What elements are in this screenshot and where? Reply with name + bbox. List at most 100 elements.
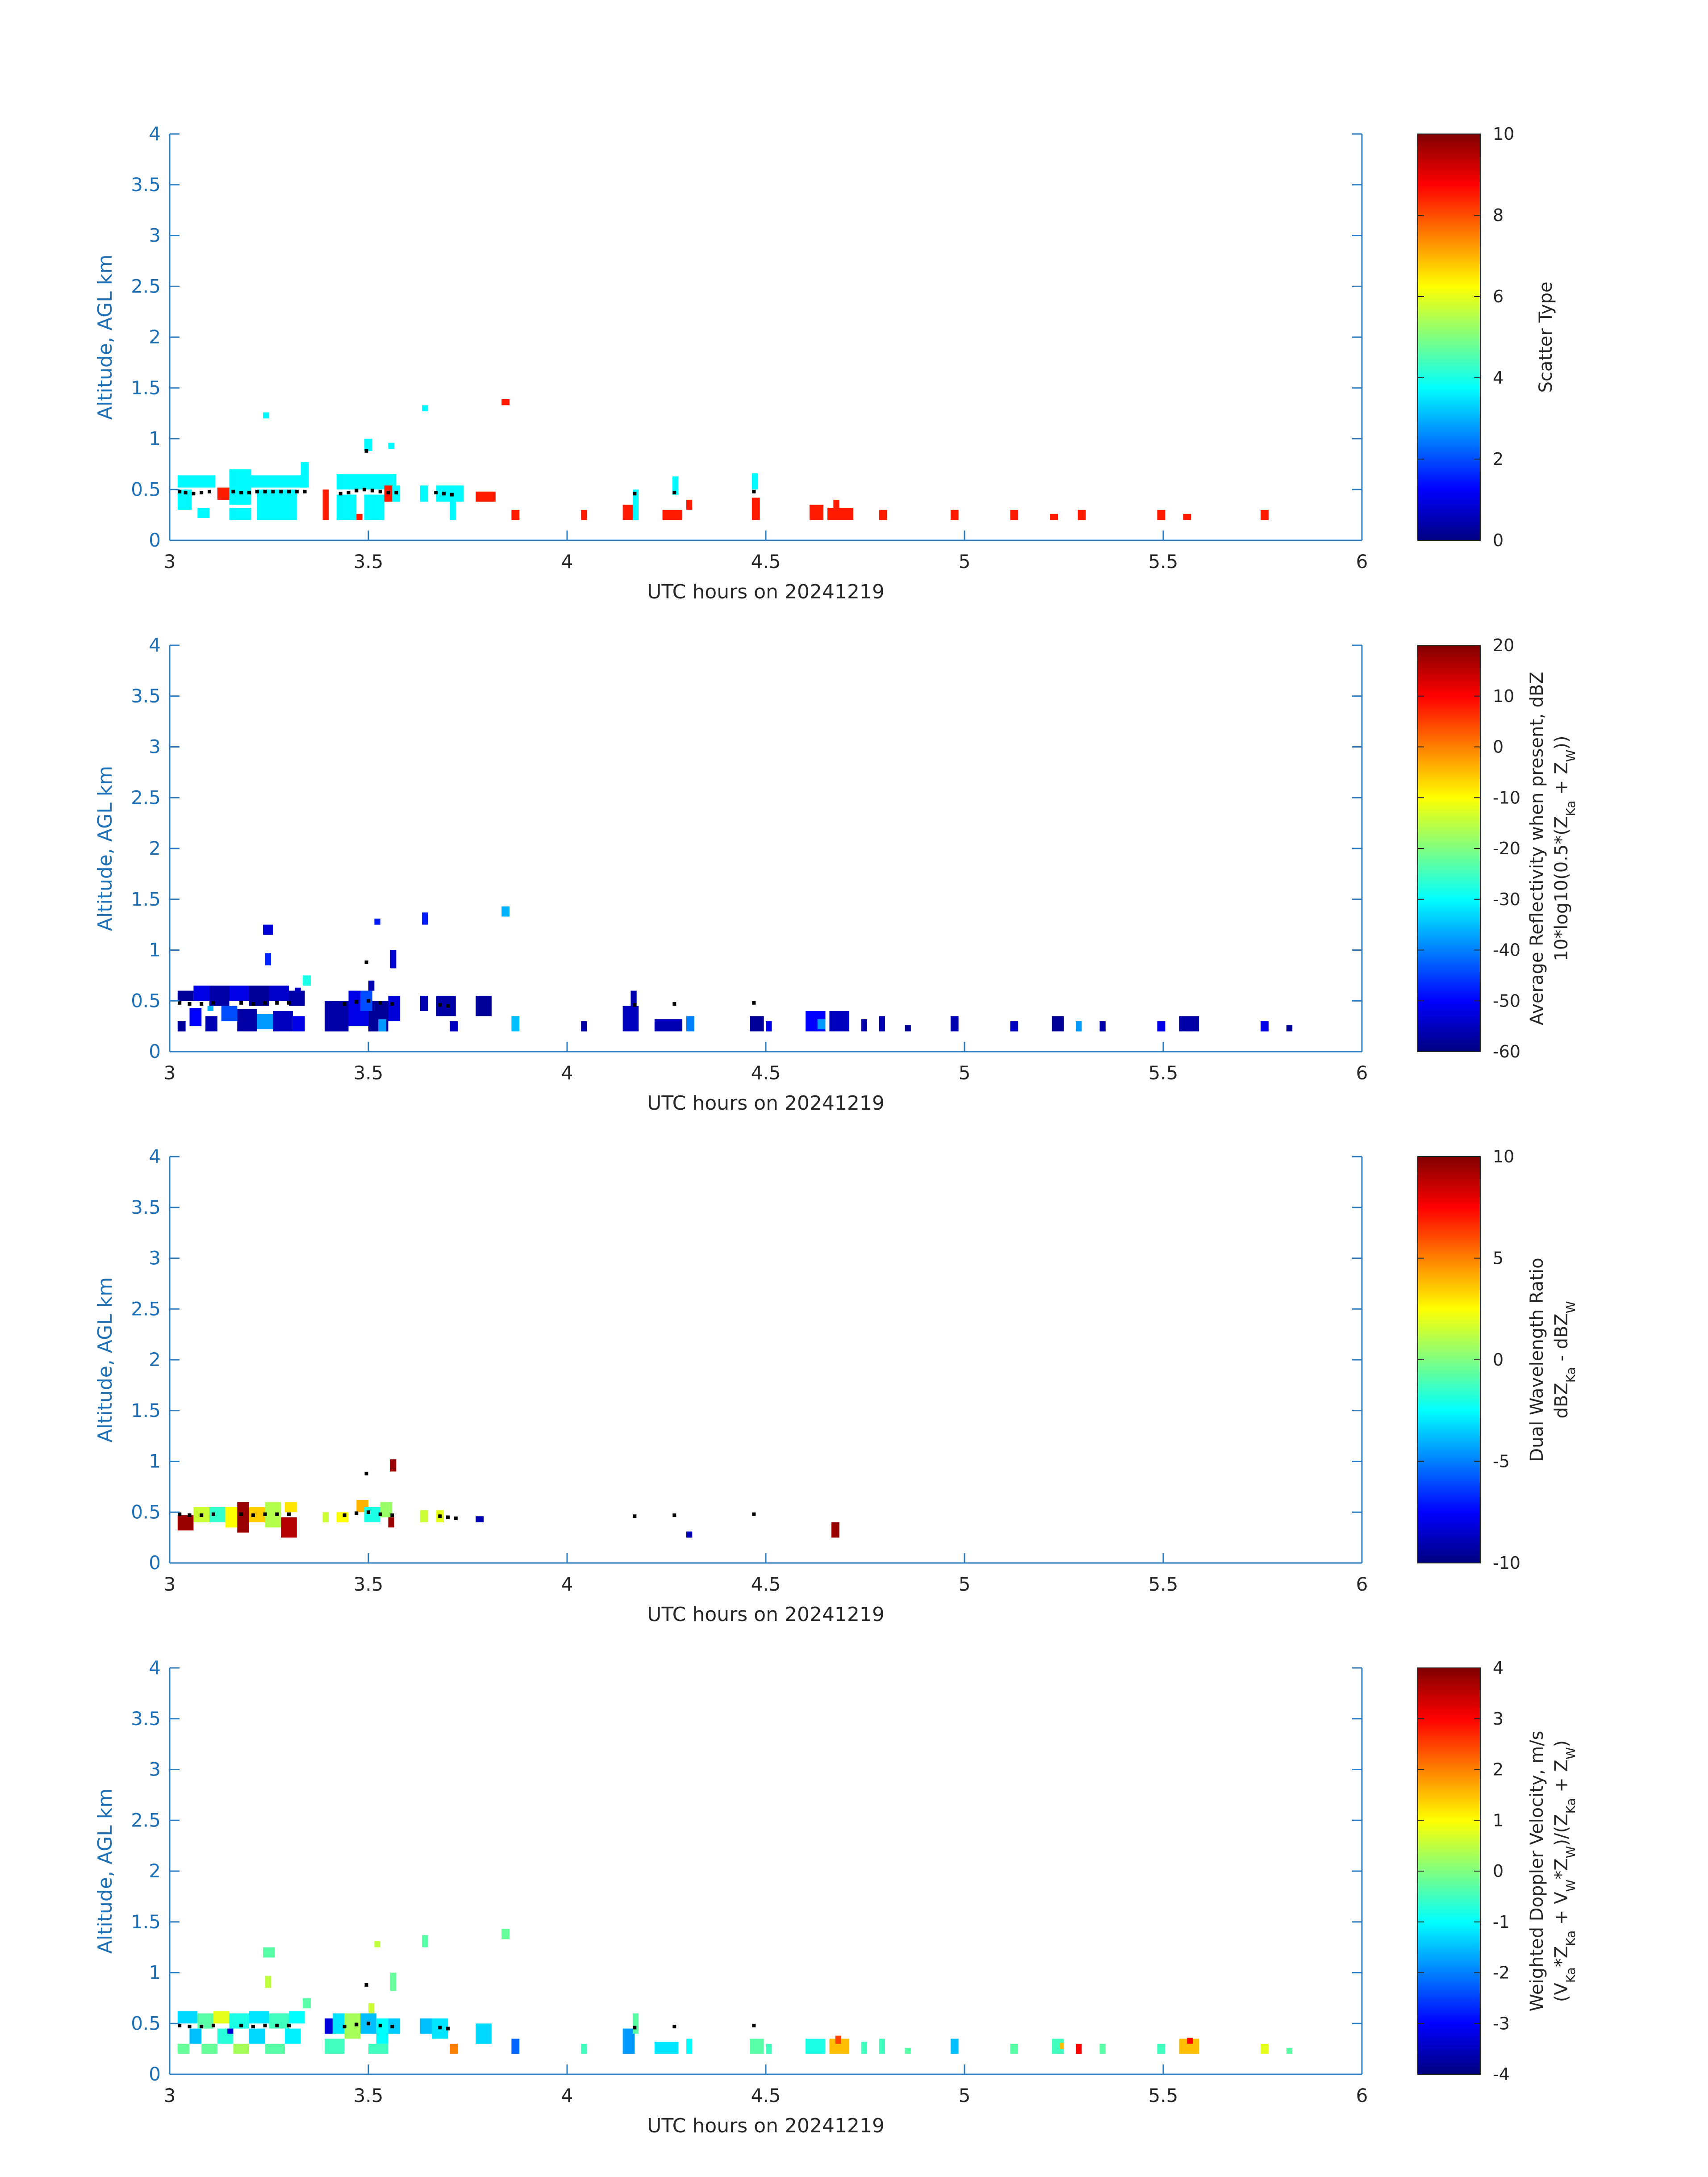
heatmap-cell (476, 1516, 484, 1522)
heatmap-cell (672, 476, 679, 495)
heatmap-cell (817, 1019, 826, 1029)
heatmap-cell (177, 1021, 186, 1032)
colorbar-tick-label: -5 (1493, 1452, 1510, 1471)
y-axis-label: Altitude, AGL km (94, 766, 117, 931)
heatmap-cell (950, 510, 959, 520)
heatmap-cell (237, 1502, 249, 1533)
heatmap-cell (237, 1009, 257, 1032)
x-tick-label: 3 (164, 551, 176, 572)
marker-dot (347, 491, 351, 495)
x-tick-label: 6 (1356, 1062, 1368, 1084)
marker-dot (188, 1002, 192, 1006)
heatmap-cell (189, 2028, 202, 2044)
heatmap-cell (229, 986, 249, 1001)
marker-dot (364, 960, 368, 964)
heatmap-cell (450, 1021, 458, 1032)
marker-dot (633, 2026, 637, 2030)
heatmap-cell (360, 990, 372, 1011)
heatmap-cell (263, 412, 269, 418)
y-tick-label: 4 (149, 634, 161, 656)
marker-dot (390, 1002, 394, 1006)
marker-dot (251, 1513, 255, 1517)
heatmap-cell (233, 2043, 249, 2054)
marker-dot (442, 492, 446, 496)
heatmap-cell (388, 2018, 401, 2034)
x-tick-label: 5 (959, 1062, 971, 1084)
heatmap-cell (378, 1019, 386, 1032)
marker-dot (239, 2023, 243, 2027)
x-tick-label: 5.5 (1148, 1062, 1178, 1084)
heatmap-cell (1077, 510, 1086, 520)
panel-dual-wavelength-ratio: 0 0.5 1 1.5 2 2.5 3 3.5 4 3 3.5 4 4.5 5 5.5 6 UTC hours … (94, 1145, 1578, 1626)
colorbar-tick-label: 5 (1493, 1249, 1503, 1268)
heatmap-cell (1076, 2043, 1082, 2054)
marker-dot (633, 1003, 637, 1007)
colorbar-tick-label: 1 (1493, 1810, 1503, 1830)
heatmap-cell (511, 2039, 520, 2054)
x-tick-label: 5 (959, 2085, 971, 2106)
y-tick-label: 3 (149, 1247, 161, 1269)
marker-dot (364, 449, 368, 453)
heatmap-cell (622, 2028, 635, 2054)
heatmap-cell (1052, 1016, 1064, 1032)
heatmap-cell (686, 2039, 693, 2054)
colorbar-tick-label: 0 (1493, 1861, 1503, 1881)
marker-dot (438, 1514, 442, 1518)
marker-dot (672, 1513, 677, 1517)
heatmap-cell (368, 2003, 375, 2014)
heatmap-cell (325, 2039, 345, 2054)
heatmap-cell (420, 2018, 432, 2034)
marker-dot (355, 489, 359, 493)
heatmap-cell (376, 2018, 388, 2044)
marker-dot (394, 491, 398, 495)
heatmap-cell (285, 1502, 297, 1513)
marker-dot (263, 1512, 267, 1516)
heatmap-cell (193, 986, 209, 1001)
colorbar-tick-label: -30 (1493, 890, 1520, 909)
marker-dot (367, 1510, 370, 1514)
heatmap-cell (265, 1976, 271, 1988)
marker-dot (287, 489, 291, 493)
heatmap-cell (390, 950, 397, 969)
marker-dot (672, 491, 677, 495)
heatmap-cell (766, 1021, 772, 1032)
colorbar-tick-label: -1 (1493, 1912, 1510, 1932)
marker-dot (342, 2025, 347, 2029)
colorbar-tick-label: -4 (1493, 2064, 1510, 2084)
colorbar-tick-label: -40 (1493, 940, 1520, 960)
heatmap-cell (380, 1502, 393, 1517)
marker-dot (446, 1515, 450, 1519)
y-tick-label: 1.5 (131, 377, 161, 399)
x-tick-label: 5.5 (1148, 551, 1178, 572)
y-tick-label: 1.5 (131, 1400, 161, 1421)
heatmap-cell (227, 2028, 234, 2034)
y-tick-label: 0 (149, 529, 161, 551)
y-tick-label: 2 (149, 837, 161, 859)
panel-reflectivity: 0 0.5 1 1.5 2 2.5 3 3.5 4 3 3.5 4 4.5 5 5.5 6 UTC hours … (94, 634, 1578, 1115)
marker-dot (275, 1001, 279, 1005)
heatmap-cell (229, 2013, 249, 2029)
marker-dot (338, 492, 342, 496)
x-tick-label: 3 (164, 2085, 176, 2106)
marker-dot (752, 1512, 756, 1516)
marker-dot (363, 488, 367, 492)
heatmap-cell (1183, 514, 1191, 520)
x-tick-label: 4.5 (751, 2085, 781, 2106)
heatmap-cell (207, 1006, 213, 1011)
heatmap-cell (835, 2035, 841, 2044)
heatmap-cell (501, 399, 509, 405)
x-axis-label: UTC hours on 20241219 (647, 581, 885, 603)
y-tick-label: 1.5 (131, 1911, 161, 1933)
heatmap-cell (364, 1507, 380, 1522)
heatmap-cell (249, 475, 305, 488)
colorbar-sublabel: dBZKa - dBZW (1551, 1301, 1578, 1418)
marker-dot (342, 1002, 347, 1006)
heatmap-cell (205, 1016, 217, 1032)
marker-dot (355, 1511, 359, 1515)
heatmap-cell (511, 510, 520, 520)
marker-dot (178, 1001, 182, 1005)
y-tick-label: 0.5 (131, 2012, 161, 2034)
marker-dot (275, 2023, 279, 2027)
y-tick-label: 4 (149, 123, 161, 145)
marker-dot (188, 1513, 192, 1517)
